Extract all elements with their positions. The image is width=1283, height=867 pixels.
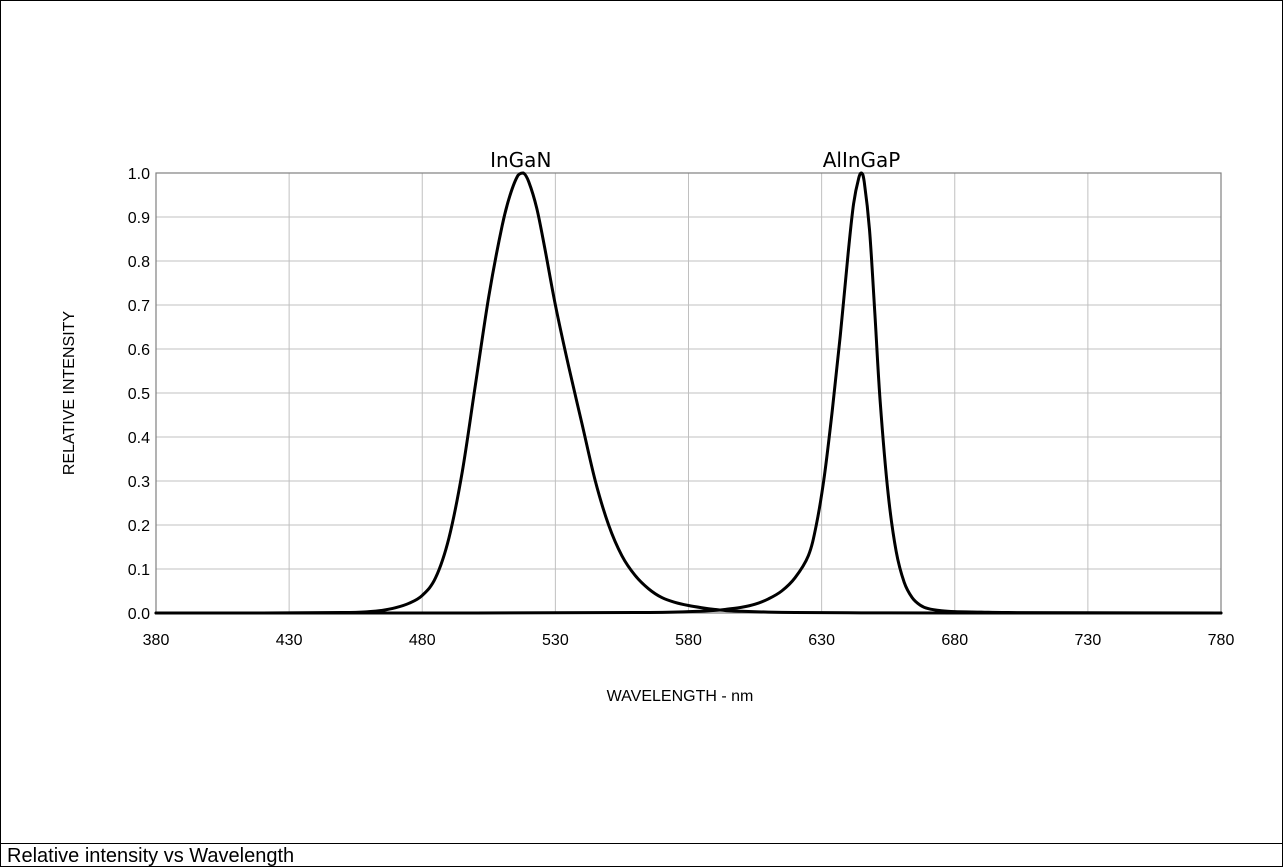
series-label-alingap: AlInGaP xyxy=(823,148,901,172)
y-tick-label: 1.0 xyxy=(128,166,150,183)
series-labels: InGaN AlInGaP xyxy=(490,148,900,172)
y-tick-label: 0.4 xyxy=(128,430,150,447)
y-tick-label: 0.2 xyxy=(128,518,150,535)
y-tick-label: 0.3 xyxy=(128,474,150,491)
grid xyxy=(155,172,1222,614)
series-label-ingan: InGaN xyxy=(490,148,551,172)
series-line-ingan xyxy=(154,171,1223,615)
spectrum-chart: 380 430 480 530 580 630 680 730 780 0.0 0.1 0.2 0.3… xyxy=(61,148,1235,705)
y-tick-label: 0.5 xyxy=(128,386,150,403)
y-tick-label: 0.1 xyxy=(128,562,150,579)
x-tick-label: 480 xyxy=(409,632,436,649)
x-tick-label: 380 xyxy=(143,632,170,649)
x-tick-labels: 380 430 480 530 580 630 680 730 780 xyxy=(143,632,1235,649)
x-tick-label: 630 xyxy=(808,632,835,649)
y-tick-label: 0.0 xyxy=(128,606,150,623)
x-tick-label: 780 xyxy=(1208,632,1235,649)
series-line-alingap xyxy=(154,171,1223,615)
y-tick-labels: 0.0 0.1 0.2 0.3 0.4 0.5 0.6 0.7 0.8 0.9 1.0 xyxy=(128,166,150,623)
figure-caption: Relative intensity vs Wavelength xyxy=(7,845,295,867)
y-tick-label: 0.7 xyxy=(128,298,150,315)
y-tick-label: 0.9 xyxy=(128,210,150,227)
x-tick-label: 680 xyxy=(941,632,968,649)
x-axis-title: WAVELENGTH - nm xyxy=(607,688,754,705)
x-tick-label: 530 xyxy=(542,632,569,649)
y-tick-label: 0.6 xyxy=(128,342,150,359)
y-axis-title: RELATIVE INTENSITY xyxy=(61,311,78,476)
x-tick-label: 580 xyxy=(675,632,702,649)
x-tick-label: 430 xyxy=(276,632,303,649)
x-tick-label: 730 xyxy=(1075,632,1102,649)
series-lines xyxy=(154,171,1223,615)
chart-panel: 380 430 480 530 580 630 680 730 780 0.0 0.1 0.2 0.3… xyxy=(1,1,1282,844)
y-tick-label: 0.8 xyxy=(128,254,150,271)
